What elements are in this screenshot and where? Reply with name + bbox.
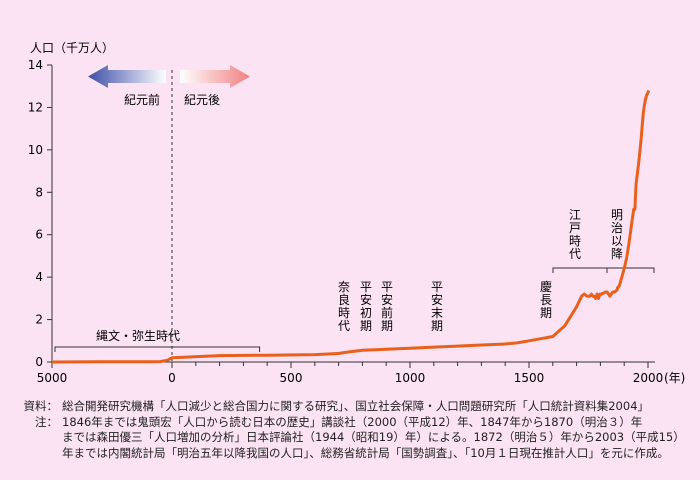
meiji-label-char: 以 <box>611 234 623 248</box>
heian-late-label-char: 安 <box>431 292 443 307</box>
jomon-yayoi-label: 縄文・弥生時代 <box>96 328 180 343</box>
note-source-line: 総合開発研究機構「人口減少と総合国力に関する研究」、国立社会保障・人口問題研究所… <box>62 399 650 413</box>
heian-late-label-char: 末 <box>431 306 443 320</box>
edo-label-char: 江 <box>569 208 581 222</box>
heian-late-label-char: 平 <box>431 280 443 294</box>
population-series-line <box>51 90 651 364</box>
y-tick-label: 14 <box>28 58 43 72</box>
x-axis-unit: (年) <box>664 371 685 385</box>
edo-bracket <box>552 267 608 273</box>
heian-early-label-char: 期 <box>360 319 372 333</box>
y-tick-label: 12 <box>28 100 43 114</box>
population-chart: 人口（千万人） 0 2 4 6 8 10 12 14 5000 0 500 1000 1500 2000(… <box>28 41 686 385</box>
meiji-label-char: 明 <box>611 208 623 222</box>
edo-label-char: 代 <box>569 247 581 261</box>
keicho-label-char: 慶 <box>540 280 552 294</box>
heian-first-label-char: 平 <box>381 280 393 294</box>
x-tick-label: 5000 <box>37 371 68 385</box>
x-tick-label: 1000 <box>395 371 426 385</box>
heian-first-label-char: 期 <box>381 319 393 333</box>
meiji-label-char: 治 <box>611 221 623 235</box>
note-remark-line: までは森田優三「人口増加の分析」日本評論社（1944（昭和19）年）による。18… <box>62 430 685 444</box>
note-remark-line: 1846年までは鬼頭宏「人口から読む日本の歴史」講談社（2000（平成12）年、… <box>62 414 643 429</box>
bc-label: 紀元前 <box>124 92 160 107</box>
nara-label-char: 代 <box>338 319 350 333</box>
y-tick-label: 8 <box>35 185 43 199</box>
nara-label-char: 奈 <box>338 280 350 294</box>
meiji-label-char: 降 <box>611 247 623 261</box>
heian-first-label-char: 安 <box>381 292 393 307</box>
note-remark: 注： 1846年までは鬼頭宏「人口から読む日本の歴史」講談社（2000（平成12… <box>8 415 696 462</box>
y-tick-label: 0 <box>35 355 43 369</box>
keicho-label-char: 期 <box>540 306 552 320</box>
heian-late-label-char: 期 <box>431 319 443 333</box>
note-remark-label: 注： <box>35 414 58 429</box>
axes: 0 2 4 6 8 10 12 14 5000 0 500 1000 1500 2000 (年) 紀元前 紀元後 <box>28 58 686 385</box>
heian-early-label-char: 平 <box>360 280 372 294</box>
ad-arrow <box>180 65 250 88</box>
axis-lines <box>51 65 655 363</box>
keicho-label-char: 長 <box>540 293 552 307</box>
keicho-label: 慶長期 <box>540 280 552 320</box>
bc-arrow <box>88 65 166 88</box>
note-source: 資料： 総合開発研究機構「人口減少と総合国力に関する研究」、国立社会保障・人口問… <box>8 399 696 415</box>
edo-label-char: 時 <box>569 234 581 248</box>
y-axis-title: 人口（千万人） <box>30 41 114 55</box>
x-tick-label: 500 <box>280 371 303 385</box>
heian-early-label-char: 初 <box>360 306 372 320</box>
note-source-label: 資料： <box>23 399 59 413</box>
edo-label-char: 戸 <box>569 221 581 235</box>
source-notes: 資料： 総合開発研究機構「人口減少と総合国力に関する研究」、国立社会保障・人口問… <box>8 399 696 461</box>
note-remark-line: 年までは内閣統計局「明治五年以降我国の人口」、総務省統計局「国勢調査」、「10月… <box>62 445 669 460</box>
jomon-yayoi-bracket <box>54 346 261 352</box>
x-tick-label: 1500 <box>514 371 545 385</box>
x-tick-label: 0 <box>168 371 176 385</box>
x-tick-label: 2000 <box>633 371 664 385</box>
y-tick-label: 4 <box>35 270 43 284</box>
nara-label-char: 良 <box>338 292 350 307</box>
meiji-bracket <box>606 267 655 273</box>
heian-early-label-char: 安 <box>360 292 372 307</box>
y-tick-label: 2 <box>35 313 43 327</box>
y-tick-label: 10 <box>28 143 43 157</box>
ad-label: 紀元後 <box>184 93 220 107</box>
y-tick-label: 6 <box>35 228 43 242</box>
heian-first-label-char: 前 <box>381 305 393 320</box>
nara-label-char: 時 <box>338 306 350 320</box>
